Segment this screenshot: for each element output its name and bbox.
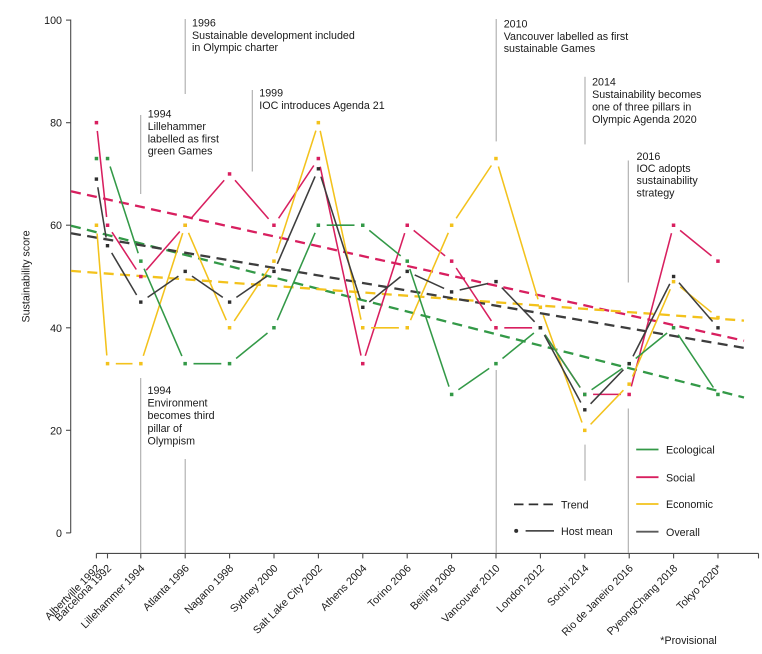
svg-text:sustainability: sustainability <box>637 175 699 187</box>
svg-text:20: 20 <box>50 425 62 437</box>
svg-text:IOC introduces Agenda 21: IOC introduces Agenda 21 <box>259 100 384 112</box>
svg-text:green Games: green Games <box>148 146 213 158</box>
svg-text:Ecological: Ecological <box>666 445 715 457</box>
svg-text:1999: 1999 <box>259 87 283 99</box>
svg-text:1994: 1994 <box>148 385 172 397</box>
svg-text:Host mean: Host mean <box>561 526 613 538</box>
svg-text:Social: Social <box>666 472 695 484</box>
svg-text:0: 0 <box>56 528 62 540</box>
svg-text:Sustainability becomes: Sustainability becomes <box>592 89 701 101</box>
svg-text:strategy: strategy <box>637 187 676 199</box>
svg-text:becomes third: becomes third <box>148 410 215 422</box>
svg-text:2010: 2010 <box>504 18 528 30</box>
svg-text:in Olympic charter: in Olympic charter <box>192 42 279 54</box>
svg-text:IOC adopts: IOC adopts <box>637 163 691 175</box>
svg-text:Economic: Economic <box>666 499 714 511</box>
svg-text:*Provisional: *Provisional <box>660 635 716 647</box>
svg-text:Lillehammer: Lillehammer <box>148 121 207 133</box>
svg-text:Sustainable development includ: Sustainable development included <box>192 30 355 42</box>
svg-text:1994: 1994 <box>148 109 172 121</box>
svg-text:60: 60 <box>50 220 62 232</box>
svg-text:Environment: Environment <box>148 398 208 410</box>
svg-text:Vancouver labelled as first: Vancouver labelled as first <box>504 31 629 43</box>
svg-text:one of three pillars in: one of three pillars in <box>592 101 691 113</box>
svg-text:Olympism: Olympism <box>148 435 196 447</box>
svg-text:Trend: Trend <box>561 500 589 512</box>
svg-text:2014: 2014 <box>592 76 616 88</box>
svg-text:80: 80 <box>50 118 62 130</box>
svg-text:Olympic Agenda 2020: Olympic Agenda 2020 <box>592 114 697 126</box>
svg-text:40: 40 <box>50 323 62 335</box>
svg-text:100: 100 <box>44 15 62 27</box>
svg-text:2016: 2016 <box>637 151 661 163</box>
svg-text:Overall: Overall <box>666 527 700 539</box>
svg-text:sustainable Games: sustainable Games <box>504 43 596 55</box>
svg-text:Sustainability score: Sustainability score <box>21 230 33 322</box>
svg-text:labelled as first: labelled as first <box>148 133 219 145</box>
svg-text:1996: 1996 <box>192 17 216 29</box>
svg-text:pillar of: pillar of <box>148 423 182 435</box>
